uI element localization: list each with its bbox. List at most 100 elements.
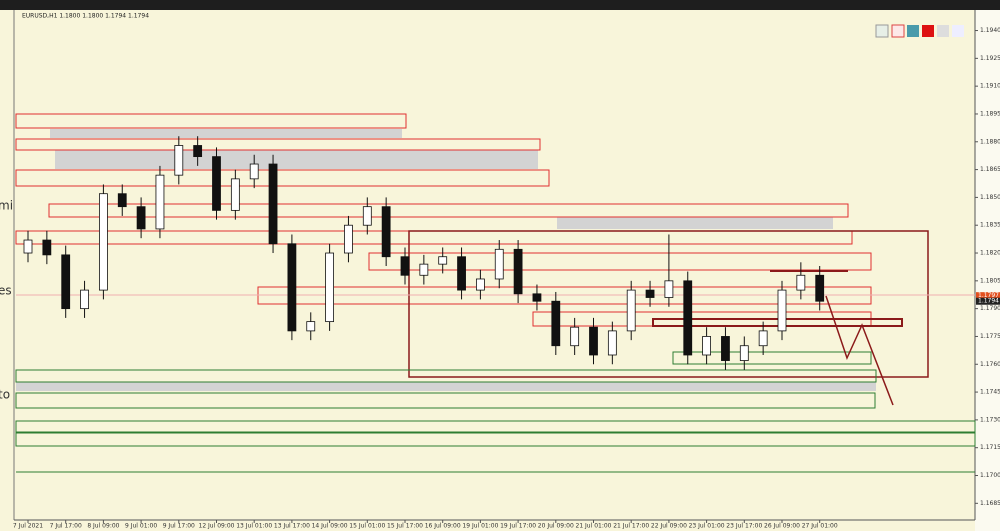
candle-body <box>400 256 410 276</box>
x-tick-label: 21 Jul 01:00 <box>576 523 612 530</box>
candle-body <box>174 145 184 176</box>
candle-body <box>777 289 787 332</box>
candle-body <box>664 280 674 298</box>
tool-icon <box>907 25 919 37</box>
candle-body <box>42 239 52 256</box>
y-tick-label: 1.1910 <box>980 83 1000 90</box>
candle-body <box>475 278 485 291</box>
zone <box>15 138 541 151</box>
candle-body <box>513 248 523 295</box>
zone <box>15 113 407 129</box>
candle-body <box>494 248 504 280</box>
candle-body <box>268 163 278 245</box>
x-tick-label: 7 Jul 2021 <box>13 523 43 530</box>
candle-body <box>325 252 335 323</box>
candle-body <box>381 206 391 258</box>
zone <box>557 217 833 229</box>
x-tick-label: 13 Jul 01:00 <box>236 523 272 530</box>
price-label: 1.1797 <box>978 292 999 299</box>
candle-body <box>532 293 542 302</box>
tool-icon <box>891 24 905 38</box>
candle-body <box>607 330 617 356</box>
y-tick-label: 1.1745 <box>980 389 1000 396</box>
candle-body <box>721 336 730 361</box>
x-tick-label: 23 Jul 17:00 <box>726 523 762 530</box>
candle-body <box>80 289 89 310</box>
zone <box>16 382 876 391</box>
y-tick-label: 1.1850 <box>980 194 1000 201</box>
y-tick-label: 1.1790 <box>980 305 1000 312</box>
zone <box>50 129 402 138</box>
y-tick-label: 1.1835 <box>980 222 1000 229</box>
candle-body <box>438 256 448 265</box>
candle-body <box>551 300 561 347</box>
chart-title: EURUSD,H1 1.1800 1.1800 1.1794 1.1794 <box>22 13 149 20</box>
candle-body <box>230 178 240 211</box>
y-tick-label: 1.1940 <box>980 27 1000 34</box>
zone <box>48 203 849 218</box>
range-box <box>408 230 929 378</box>
zone <box>15 432 976 447</box>
candle-body <box>249 163 259 180</box>
candle-body <box>419 263 429 276</box>
price-label-box <box>976 292 1000 300</box>
x-tick-label: 9 Jul 17:00 <box>163 523 195 530</box>
candle-body <box>589 326 598 356</box>
candle-body <box>758 330 768 347</box>
tool-icon <box>922 25 934 37</box>
y-tick-label: 1.1805 <box>980 277 1000 284</box>
zone <box>55 150 538 169</box>
tool-icon <box>875 24 889 38</box>
x-tick-label: 12 Jul 09:00 <box>199 523 235 530</box>
price-axis-panel <box>975 10 1000 531</box>
x-tick-label: 23 Jul 01:00 <box>689 523 725 530</box>
zone <box>15 392 876 409</box>
zone <box>672 351 872 365</box>
x-tick-label: 15 Jul 17:00 <box>387 523 423 530</box>
x-tick-label: 14 Jul 09:00 <box>312 523 348 530</box>
y-tick-label: 1.1925 <box>980 55 1000 62</box>
candle-body <box>796 274 806 291</box>
y-tick-label: 1.1820 <box>980 250 1000 257</box>
y-tick-label: 1.1700 <box>980 472 1000 479</box>
candle-body <box>212 156 221 211</box>
price-label: 1.1794 <box>978 298 999 305</box>
tool-icon <box>952 25 964 37</box>
y-tick-label: 1.1685 <box>980 500 1000 507</box>
x-tick-label: 8 Jul 09:00 <box>87 523 119 530</box>
x-tick-label: 26 Jul 09:00 <box>764 523 800 530</box>
candle-body <box>626 289 636 332</box>
y-tick-label: 1.1715 <box>980 444 1000 451</box>
candle-body <box>287 243 297 332</box>
zone <box>368 252 872 271</box>
x-tick-label: 20 Jul 09:00 <box>538 523 574 530</box>
candle-body <box>683 280 693 356</box>
candle-body <box>457 256 466 291</box>
zone <box>652 318 903 327</box>
side-fragment: mi <box>0 199 13 213</box>
side-fragment: to <box>0 388 10 402</box>
zone <box>15 169 550 187</box>
candles <box>23 136 825 370</box>
x-tick-label: 19 Jul 17:00 <box>500 523 536 530</box>
x-tick-label: 9 Jul 01:00 <box>125 523 157 530</box>
x-tick-label: 21 Jul 17:00 <box>613 523 649 530</box>
candle-body <box>570 326 580 347</box>
x-tick-label: 22 Jul 09:00 <box>651 523 687 530</box>
x-tick-label: 16 Jul 09:00 <box>425 523 461 530</box>
y-tick-label: 1.1865 <box>980 166 1000 173</box>
candle-body <box>362 206 372 226</box>
side-fragment: es <box>0 284 12 298</box>
candle-body <box>306 321 316 332</box>
zone <box>15 420 976 433</box>
y-tick-label: 1.1895 <box>980 110 1000 117</box>
candle-body <box>645 289 655 298</box>
x-tick-label: 15 Jul 01:00 <box>349 523 385 530</box>
zone <box>15 369 877 383</box>
candle-body <box>61 254 71 310</box>
x-tick-label: 7 Jul 17:00 <box>50 523 82 530</box>
x-tick-label: 19 Jul 01:00 <box>462 523 498 530</box>
x-tick-label: 13 Jul 17:00 <box>274 523 310 530</box>
candle-body <box>136 206 146 230</box>
